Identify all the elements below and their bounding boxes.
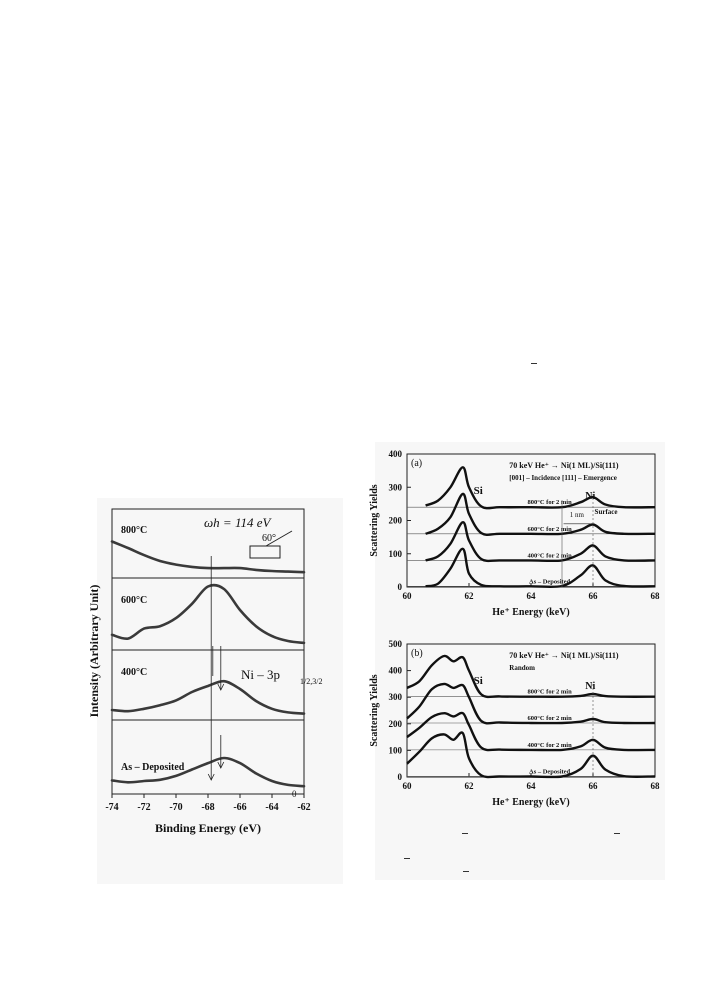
xps-plot-frame xyxy=(111,508,305,795)
xps-peak-label: Ni – 3p xyxy=(241,667,280,682)
ion-scattering-figure-panel xyxy=(375,442,665,880)
xps-x-axis-title: Binding Energy (eV) xyxy=(155,821,261,835)
xps-peak-label-subscript: 1/2,3/2 xyxy=(300,677,322,686)
xps-series-line xyxy=(110,583,306,645)
stray-mark xyxy=(614,833,620,834)
scattering-y-tick-label: 0 xyxy=(398,582,403,592)
xps-series-label: 400°C xyxy=(121,667,147,678)
scattering-y-tick-label: 300 xyxy=(389,692,403,702)
scattering-si-label: Si xyxy=(474,485,483,497)
scattering-si-label: Si xyxy=(474,675,483,687)
scattering-thickness-label: 1 nm xyxy=(570,511,585,519)
scattering-series-line xyxy=(425,466,656,510)
scattering-x-tick-label: 64 xyxy=(527,781,537,791)
stray-mark xyxy=(531,363,537,364)
xps-x-tick-label: -74 xyxy=(105,802,118,813)
scattering-surface-label: Surface xyxy=(595,508,618,516)
xps-peak-arrowhead xyxy=(207,773,215,781)
scattering-y-axis-title: Scattering Yields xyxy=(369,484,380,556)
scattering-x-tick-label: 64 xyxy=(527,591,537,601)
scattering-x-tick-label: 62 xyxy=(465,781,475,791)
xps-x-tick-label: -66 xyxy=(233,802,246,813)
xps-x-tick-label: -70 xyxy=(169,802,182,813)
scattering-series-line xyxy=(406,731,656,779)
xps-y-axis-title: Intensity (Arbitrary Unit) xyxy=(87,585,101,718)
scattering-series-line xyxy=(406,711,656,752)
scattering-y-axis-title: Scattering Yields xyxy=(369,674,380,746)
scattering-x-tick-label: 66 xyxy=(589,591,599,601)
scattering-header-line2: Random xyxy=(509,664,535,672)
scattering-panel-label: (b) xyxy=(411,648,423,659)
xps-series-line xyxy=(110,679,306,715)
xps-peak-arrowhead xyxy=(217,683,225,691)
scattering-y-tick-label: 500 xyxy=(389,639,403,649)
scattering-series-line xyxy=(425,547,656,589)
scattering-series-label: 800°C for 2 min xyxy=(528,499,573,506)
scattering-series-label: 600°C for 2 min xyxy=(528,715,573,722)
scattering-x-tick-label: 68 xyxy=(651,781,661,791)
scattering-header-line1: 70 keV He⁺ → Ni(1 ML)/Si(111) xyxy=(509,651,619,660)
scattering-series-line xyxy=(425,521,656,563)
scattering-x-axis-title: He⁺ Energy (keV) xyxy=(492,797,570,808)
scattering-y-tick-label: 200 xyxy=(389,516,403,526)
stray-mark xyxy=(404,858,410,859)
scattering-ni-label: Ni xyxy=(585,491,595,502)
scattering-y-tick-label: 400 xyxy=(389,666,403,676)
scattering-y-tick-label: 100 xyxy=(389,745,403,755)
xps-x-tick-label: -68 xyxy=(201,802,214,813)
scattering-x-tick-label: 66 xyxy=(589,781,599,791)
xps-series-label: 800°C xyxy=(121,525,147,536)
scattering-panel-label: (a) xyxy=(411,458,422,469)
xps-angle-label: 60° xyxy=(262,533,276,544)
scattering-x-tick-label: 68 xyxy=(651,591,661,601)
scattering-y-tick-label: 300 xyxy=(389,482,403,492)
xps-figure-panel xyxy=(97,498,343,884)
xps-x-tick-label: -72 xyxy=(137,802,150,813)
scattering-header-line2: [001] – Incidence [111] – Emergence xyxy=(509,474,617,482)
scattering-series-label: 600°C for 2 min xyxy=(528,526,573,533)
xps-peak-arrowhead xyxy=(217,761,225,769)
scattering-series-label: As – Deposited xyxy=(529,768,571,775)
xps-corner-mark: 0 xyxy=(292,789,297,799)
scattering-series-line xyxy=(406,654,656,699)
scattering-y-tick-label: 200 xyxy=(389,719,403,729)
xps-series-line xyxy=(110,540,306,574)
xps-series-label: As – Deposited xyxy=(121,762,185,773)
scattering-y-tick-label: 0 xyxy=(398,772,403,782)
xps-series-label: 600°C xyxy=(121,595,147,606)
scattering-x-axis-title: He⁺ Energy (keV) xyxy=(492,607,570,618)
scattering-series-label: 400°C for 2 min xyxy=(528,552,573,559)
scattering-series-label: 800°C for 2 min xyxy=(528,689,573,696)
stray-mark xyxy=(463,871,469,872)
scattering-series-line xyxy=(406,682,656,725)
xps-series-line xyxy=(110,756,306,788)
xps-x-tick-label: -62 xyxy=(297,802,310,813)
scattering-y-tick-label: 100 xyxy=(389,549,403,559)
scattering-ni-label: Ni xyxy=(585,681,595,692)
scattering-series-label: As – Deposited xyxy=(529,578,571,585)
xps-emission-arrow xyxy=(265,530,293,547)
xps-photon-energy-label: ωh = 114 eV xyxy=(204,515,273,530)
scattering-series-label: 400°C for 2 min xyxy=(528,742,573,749)
stray-mark xyxy=(462,833,468,834)
scattering-header-line1: 70 keV He⁺ → Ni(1 ML)/Si(111) xyxy=(509,461,619,470)
scattering-x-tick-label: 62 xyxy=(465,591,475,601)
scattering-series-line xyxy=(425,492,656,536)
scattering-y-tick-label: 400 xyxy=(389,449,403,459)
xps-sample-box xyxy=(249,545,281,559)
scattering-x-tick-label: 60 xyxy=(403,591,413,601)
xps-x-tick-label: -64 xyxy=(265,802,278,813)
scattering-x-tick-label: 60 xyxy=(403,781,413,791)
